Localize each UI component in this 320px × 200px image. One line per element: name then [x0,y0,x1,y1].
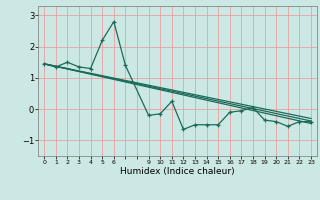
X-axis label: Humidex (Indice chaleur): Humidex (Indice chaleur) [120,167,235,176]
